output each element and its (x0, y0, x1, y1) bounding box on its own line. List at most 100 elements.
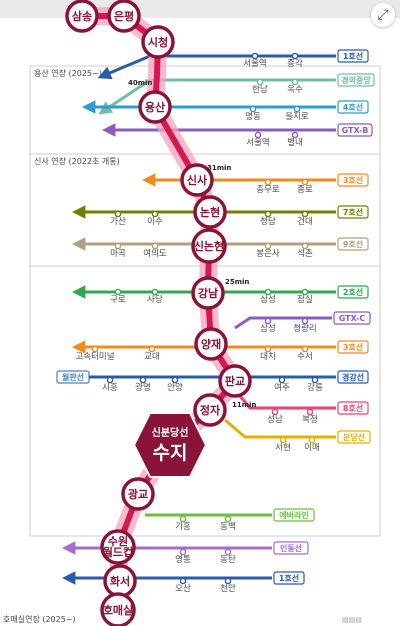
transfer-station-label: 종로 (297, 185, 313, 195)
transfer-station-label: 이매 (304, 442, 320, 453)
line-tag-box (337, 173, 369, 187)
station-2[interactable]: 시청 (141, 25, 175, 59)
station-label: 논현 (200, 205, 220, 219)
transfer-station-dot (279, 436, 287, 444)
zoom-icon[interactable]: ⤢ (371, 3, 395, 27)
transfer-station-label: 교대 (144, 352, 160, 362)
station-7[interactable]: 강남 (191, 276, 225, 310)
section-label-homaesil: 호매실연장 (2025~) (3, 614, 76, 624)
hub-station-suji[interactable]: 신분당선 수지 (132, 412, 208, 478)
transfer-station-label: 구로 (110, 295, 126, 305)
transfer-station-dot (224, 548, 232, 556)
transfer-station-label: 마곡 (110, 249, 126, 259)
station-4[interactable]: 신사 (180, 163, 214, 197)
transfer-station-dot (179, 515, 187, 523)
line-tag-box (337, 370, 369, 384)
transfer-line-14: 기흥 동백 에버라인 (145, 508, 315, 532)
transfer-station-dot (291, 131, 299, 139)
station-3[interactable]: 용산 (138, 90, 172, 124)
line-tag-label: 1호선 (343, 51, 363, 61)
transfer-station-label: 여주 (274, 382, 290, 393)
line-tag-label: 8호선 (343, 403, 363, 413)
station-10[interactable]: 정자 (193, 393, 227, 427)
transfer-station-dot (301, 210, 309, 218)
transfer-station-label: 가산 (110, 216, 126, 227)
transfer-station-dot (264, 317, 272, 325)
station-node (191, 228, 227, 264)
line-tag-label: 1호선 (279, 573, 299, 583)
transfer-station-dot (179, 577, 187, 585)
line-tag-label: 3호선 (343, 175, 363, 185)
time-label-jeongja: 11min (232, 401, 256, 409)
transfer-station-label: 충무로 (256, 185, 280, 195)
transfer-station-label: 안양 (167, 382, 183, 393)
transfer-station-label: 건대 (297, 216, 313, 227)
transfer-station-dot (264, 242, 272, 250)
station-label: 수원 (108, 534, 128, 548)
section-label-yongsan: 용산 연장 (2025~) (34, 68, 102, 78)
transfer-station-label: 오산 (175, 583, 191, 594)
transfer-station-dot (264, 288, 272, 296)
station-label: 월드컵 (103, 545, 133, 559)
transfer-station-dot (256, 78, 264, 86)
line-tag-box (337, 49, 369, 63)
station-node (138, 90, 172, 124)
station-label: 은평 (114, 9, 134, 23)
station-label: 신논현 (194, 239, 224, 253)
transfer-station-label: 천안 (220, 583, 236, 594)
transfer-station-dot (151, 242, 159, 250)
transfer-station-label: 이수 (147, 216, 163, 227)
line-tag-label: 9호선 (343, 239, 363, 249)
transfer-station-label: 영통 (175, 554, 191, 565)
watermark: ▤▤▤ (342, 616, 362, 624)
line-tag-box (273, 508, 315, 522)
transfer-station-label: 서울역 (246, 137, 269, 148)
station-9[interactable]: 판교 (218, 364, 252, 398)
station-0[interactable]: 삼송 (65, 0, 99, 33)
station-13[interactable]: 화서 (103, 564, 137, 598)
station-label: 화서 (110, 574, 130, 588)
transfer-station-label: 기흥 (175, 521, 191, 532)
station-5[interactable]: 논현 (193, 195, 227, 229)
station-node (121, 477, 155, 511)
transfer-line-track (234, 316, 332, 330)
transfer-station-dot (114, 288, 122, 296)
transfer-station-dot (301, 242, 309, 250)
transfer-station-dot (293, 105, 301, 113)
transfer-line-13: 서현 이매 분당선 (224, 418, 371, 453)
line-tag-box (337, 100, 369, 114)
transfer-station-dot (264, 178, 272, 186)
transfer-station-dot (291, 52, 299, 60)
station-14[interactable]: 호매실 (100, 592, 136, 626)
line-tag-label: 3호선 (343, 342, 363, 352)
line-tag-box (273, 541, 309, 555)
station-1[interactable]: 은평 (107, 0, 141, 33)
station-8[interactable]: 양재 (194, 327, 228, 361)
line-tag-box (337, 73, 375, 87)
station-node (100, 592, 136, 626)
transfer-station-dot (224, 577, 232, 585)
station-node (107, 0, 141, 33)
transfer-station-label: 삼성 (260, 294, 276, 305)
station-node (141, 25, 175, 59)
line-tag-box (337, 123, 373, 137)
transfer-station-dot (106, 376, 114, 384)
transfer-station-label: 봉은사 (256, 249, 280, 259)
transfer-station-label: 대치 (260, 352, 276, 362)
station-label: 신사 (187, 173, 208, 187)
station-11[interactable]: 광교 (121, 477, 155, 511)
hub-line-label: 신분당선 (152, 426, 189, 439)
transfer-station-dot (271, 408, 279, 416)
station-6[interactable]: 신논현 (191, 228, 227, 264)
transfer-station-dot (301, 345, 309, 353)
transfer-station-label: 별내 (287, 137, 303, 148)
line-tag-label: 월판선 (62, 372, 84, 382)
station-node (193, 195, 227, 229)
transfer-station-dot (114, 210, 122, 218)
transfer-station-label: 광명 (135, 382, 151, 393)
station-node (194, 327, 228, 361)
transfer-station-dot (114, 242, 122, 250)
time-label-gangnam: 25min (225, 278, 249, 286)
